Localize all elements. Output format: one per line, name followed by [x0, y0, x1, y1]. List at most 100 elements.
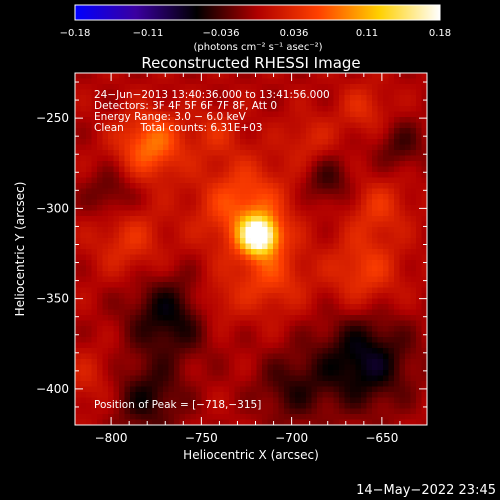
heatmap-cell	[388, 298, 395, 305]
heatmap-cell	[119, 111, 126, 118]
heatmap-cell	[102, 188, 109, 195]
heatmap-cell	[163, 287, 170, 294]
heatmap-cell	[75, 260, 82, 267]
heatmap-cell	[284, 403, 291, 410]
heatmap-cell	[300, 309, 307, 316]
heatmap-cell	[355, 221, 362, 228]
heatmap-cell	[328, 117, 335, 124]
heatmap-cell	[201, 183, 208, 190]
heatmap-cell	[333, 271, 340, 278]
heatmap-cell	[344, 381, 351, 388]
heatmap-cell	[185, 298, 192, 305]
heatmap-cell	[284, 386, 291, 393]
heatmap-cell	[245, 414, 252, 421]
heatmap-cell	[388, 100, 395, 107]
heatmap-cell	[399, 150, 406, 157]
heatmap-cell	[113, 172, 120, 179]
heatmap-cell	[207, 271, 214, 278]
heatmap-cell	[201, 392, 208, 399]
heatmap-cell	[306, 326, 313, 333]
heatmap-cell	[344, 359, 351, 366]
heatmap-cell	[399, 210, 406, 217]
heatmap-cell	[102, 111, 109, 118]
heatmap-cell	[383, 342, 390, 349]
heatmap-cell	[146, 117, 153, 124]
heatmap-cell	[185, 150, 192, 157]
heatmap-cell	[196, 254, 203, 261]
heatmap-cell	[251, 172, 258, 179]
heatmap-cell	[179, 419, 186, 425]
heatmap-cell	[366, 326, 373, 333]
heatmap-cell	[295, 221, 302, 228]
heatmap-cell	[86, 95, 93, 102]
heatmap-cell	[405, 260, 412, 267]
heatmap-cell	[366, 111, 373, 118]
heatmap-cell	[361, 232, 368, 239]
heatmap-cell	[366, 188, 373, 195]
heatmap-cell	[333, 331, 340, 338]
heatmap-cell	[278, 386, 285, 393]
heatmap-cell	[185, 397, 192, 404]
heatmap-cell	[355, 117, 362, 124]
heatmap-cell	[328, 144, 335, 151]
heatmap-cell	[196, 320, 203, 327]
heatmap-cell	[421, 392, 427, 399]
heatmap-cell	[245, 381, 252, 388]
heatmap-cell	[256, 342, 263, 349]
heatmap-cell	[163, 375, 170, 382]
heatmap-cell	[152, 414, 159, 421]
heatmap-cell	[251, 133, 258, 140]
heatmap-cell	[399, 106, 406, 113]
heatmap-cell	[157, 381, 164, 388]
heatmap-cell	[267, 144, 274, 151]
heatmap-cell	[256, 315, 263, 322]
heatmap-cell	[306, 89, 313, 96]
heatmap-cell	[146, 293, 153, 300]
heatmap-cell	[273, 155, 280, 162]
heatmap-cell	[207, 89, 214, 96]
heatmap-cell	[102, 392, 109, 399]
heatmap-cell	[405, 128, 412, 135]
heatmap-cell	[163, 414, 170, 421]
heatmap-cell	[135, 353, 142, 360]
heatmap-cell	[361, 271, 368, 278]
heatmap-cell	[223, 133, 230, 140]
heatmap-cell	[152, 342, 159, 349]
heatmap-cell	[405, 414, 412, 421]
heatmap-cell	[416, 133, 423, 140]
heatmap-cell	[152, 331, 159, 338]
heatmap-cell	[267, 100, 274, 107]
heatmap-cell	[289, 117, 296, 124]
heatmap-cell	[234, 95, 241, 102]
heatmap-cell	[196, 375, 203, 382]
heatmap-cell	[328, 370, 335, 377]
heatmap-cell	[130, 408, 137, 415]
heatmap-cell	[218, 254, 225, 261]
heatmap-cell	[377, 95, 384, 102]
heatmap-cell	[267, 326, 274, 333]
heatmap-cell	[179, 100, 186, 107]
peak-position-label: Position of Peak = [−718,−315]	[94, 399, 261, 411]
heatmap-cell	[212, 320, 219, 327]
heatmap-cell	[278, 408, 285, 415]
heatmap-cell	[399, 320, 406, 327]
x-tick-label: −750	[185, 431, 218, 445]
heatmap-cell	[196, 397, 203, 404]
heatmap-cell	[119, 276, 126, 283]
heatmap-cell	[317, 386, 324, 393]
heatmap-cell	[256, 95, 263, 102]
heatmap-cell	[328, 254, 335, 261]
heatmap-cell	[102, 348, 109, 355]
heatmap-cell	[130, 188, 137, 195]
heatmap-cell	[278, 392, 285, 399]
heatmap-cell	[119, 408, 126, 415]
heatmap-cell	[394, 95, 401, 102]
heatmap-cell	[267, 205, 274, 212]
heatmap-cell	[201, 414, 208, 421]
heatmap-cell	[262, 293, 269, 300]
heatmap-cell	[344, 199, 351, 206]
heatmap-cell	[278, 381, 285, 388]
heatmap-cell	[86, 287, 93, 294]
heatmap-cell	[295, 342, 302, 349]
heatmap-cell	[267, 260, 274, 267]
